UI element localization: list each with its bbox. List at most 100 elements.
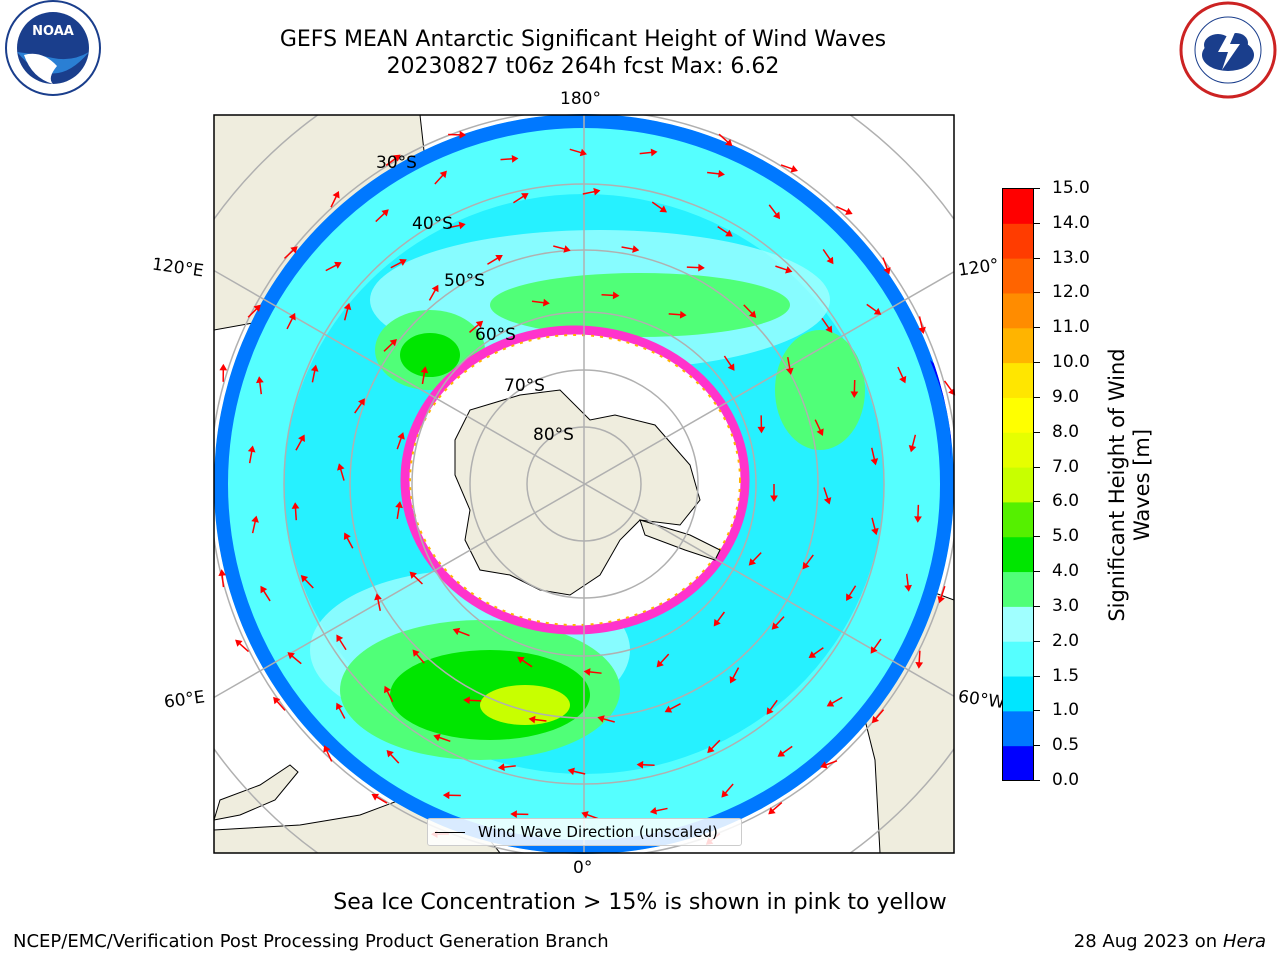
legend-label: Wind Wave Direction (unscaled)	[478, 823, 718, 841]
wave-direction-arrow	[247, 308, 258, 318]
wave-direction-arrowhead	[650, 148, 658, 157]
colorbar-segment	[1002, 223, 1034, 259]
wave-direction-arrowhead	[343, 532, 351, 541]
colorbar-segment	[1002, 327, 1034, 364]
wave-direction-arrowhead	[823, 497, 832, 505]
wave-direction-arrowhead	[343, 302, 352, 311]
colorbar-segment	[1002, 501, 1034, 538]
wave-direction-arrowhead	[659, 205, 667, 213]
wave-direction-arrow	[375, 212, 385, 223]
wave-direction-arrowhead	[409, 571, 417, 579]
wave-direction-arrow	[487, 257, 499, 265]
wave-direction-arrowhead	[593, 187, 601, 196]
wave-direction-arrowhead	[433, 733, 441, 742]
colorbar-tick-label: 2.0	[1052, 630, 1080, 651]
wave-direction-arrowhead	[636, 760, 644, 769]
wave-direction-arrowhead	[632, 245, 640, 253]
wave-direction-arrowhead	[298, 434, 305, 443]
wave-direction-arrowhead	[393, 154, 401, 162]
wave-direction-arrowhead	[579, 148, 588, 157]
wave-direction-arrow	[825, 760, 838, 766]
wave-direction-arrowhead	[820, 761, 828, 769]
wave-direction-arrow	[553, 245, 566, 250]
colorbar-segment	[1002, 432, 1034, 468]
wave-direction-arrow	[875, 709, 885, 720]
wave-direction-arrowhead	[528, 715, 536, 724]
wave-direction-arrow	[752, 552, 762, 562]
wave-direction-arrowhead	[495, 254, 503, 262]
wave-direction-arrowhead	[247, 445, 256, 453]
wave-direction-arrowhead	[664, 705, 673, 713]
wave-direction-arrowhead	[459, 130, 467, 139]
wave-direction-arrow	[582, 190, 595, 195]
colorbar-tick-mark	[1034, 536, 1040, 538]
wave-direction-arrowhead	[816, 428, 824, 436]
chart-subtitle: 20230827 t06z 264h fcst Max: 6.62	[386, 54, 780, 79]
wave-direction-arrow	[295, 439, 303, 451]
colorbar-tick-label: 11.0	[1052, 317, 1090, 338]
colorbar-tick-mark	[1034, 188, 1040, 189]
wave-direction-arrowhead	[768, 807, 776, 815]
wave-direction-arrow	[717, 226, 729, 234]
wave-direction-arrow	[823, 487, 829, 500]
wave-direction-arrowhead	[332, 191, 340, 199]
wave-direction-arrowhead	[727, 363, 735, 371]
wave-direction-arrowhead	[846, 593, 853, 601]
colorbar-tick-mark	[1034, 396, 1040, 398]
colorbar-tick-mark	[1034, 501, 1040, 503]
colorbar-segment	[1002, 258, 1034, 294]
wave-direction-arrow	[386, 690, 394, 703]
wave-direction-arrowhead	[581, 811, 589, 819]
wave-direction-arrowhead	[904, 584, 912, 592]
wave-direction-arrow	[569, 148, 582, 154]
wave-direction-arrowhead	[336, 634, 344, 643]
wave-direction-arrowhead	[358, 398, 365, 406]
wave-direction-arrowhead	[420, 366, 429, 374]
wave-direction-arrowhead	[381, 209, 389, 217]
wave-direction-arrow	[276, 700, 286, 711]
wave-direction-arrowhead	[914, 516, 922, 523]
wave-direction-arrow	[707, 171, 720, 175]
wave-direction-arrowhead	[251, 515, 259, 523]
wave-direction-arrow	[534, 718, 547, 722]
footer-date: 28 Aug 2023 on Hera	[1074, 931, 1266, 952]
colorbar-tick-mark	[1034, 327, 1040, 329]
colorbar-tick-label: 6.0	[1052, 491, 1080, 512]
wave-direction-arrow	[732, 667, 740, 679]
wave-direction-arrowhead	[287, 652, 295, 660]
wave-direction-arrowhead	[850, 391, 859, 399]
wave-direction-arrowhead	[374, 593, 382, 601]
wave-direction-arrowhead	[785, 266, 793, 274]
colorbar-segment	[1002, 745, 1034, 781]
wave-direction-arrowhead	[597, 715, 605, 723]
colorbar-tick-label: 13.0	[1052, 247, 1090, 268]
wave-direction-arrow	[642, 763, 655, 767]
wave-direction-arrow	[421, 372, 426, 385]
colorbar-tick-label: 5.0	[1052, 526, 1080, 547]
colorbar-segment	[1002, 676, 1034, 712]
wave-direction-arrow	[343, 308, 349, 321]
wave-direction-arrow	[660, 653, 670, 664]
colorbar-tick-label: 7.0	[1052, 456, 1080, 477]
wave-direction-arrowhead	[698, 263, 705, 272]
wave-direction-arrow	[897, 366, 904, 379]
wave-direction-arrow	[325, 264, 337, 272]
colorbar-tick-mark	[1034, 640, 1040, 642]
wave-direction-arrowhead	[399, 258, 407, 266]
wave-direction-arrow	[458, 630, 470, 637]
wave-direction-arrowhead	[871, 715, 880, 724]
wave-direction-arrow	[376, 796, 388, 804]
wave-direction-arrow	[918, 650, 921, 663]
wave-direction-arrow	[822, 249, 831, 260]
wave-direction-arrowhead	[771, 622, 779, 630]
wave-direction-arrowhead	[291, 502, 300, 509]
wave-direction-arrowhead	[439, 170, 447, 179]
wave-direction-arrowhead	[785, 367, 794, 375]
wave-direction-arrowhead	[300, 575, 309, 583]
wave-direction-arrowhead	[825, 325, 833, 334]
wave-direction-arrow	[805, 554, 814, 566]
wave-direction-arrowhead	[748, 558, 756, 566]
colorbar-tick-mark	[1034, 571, 1040, 573]
wave-direction-arrow	[304, 578, 314, 589]
wave-direction-arrowhead	[442, 791, 450, 800]
